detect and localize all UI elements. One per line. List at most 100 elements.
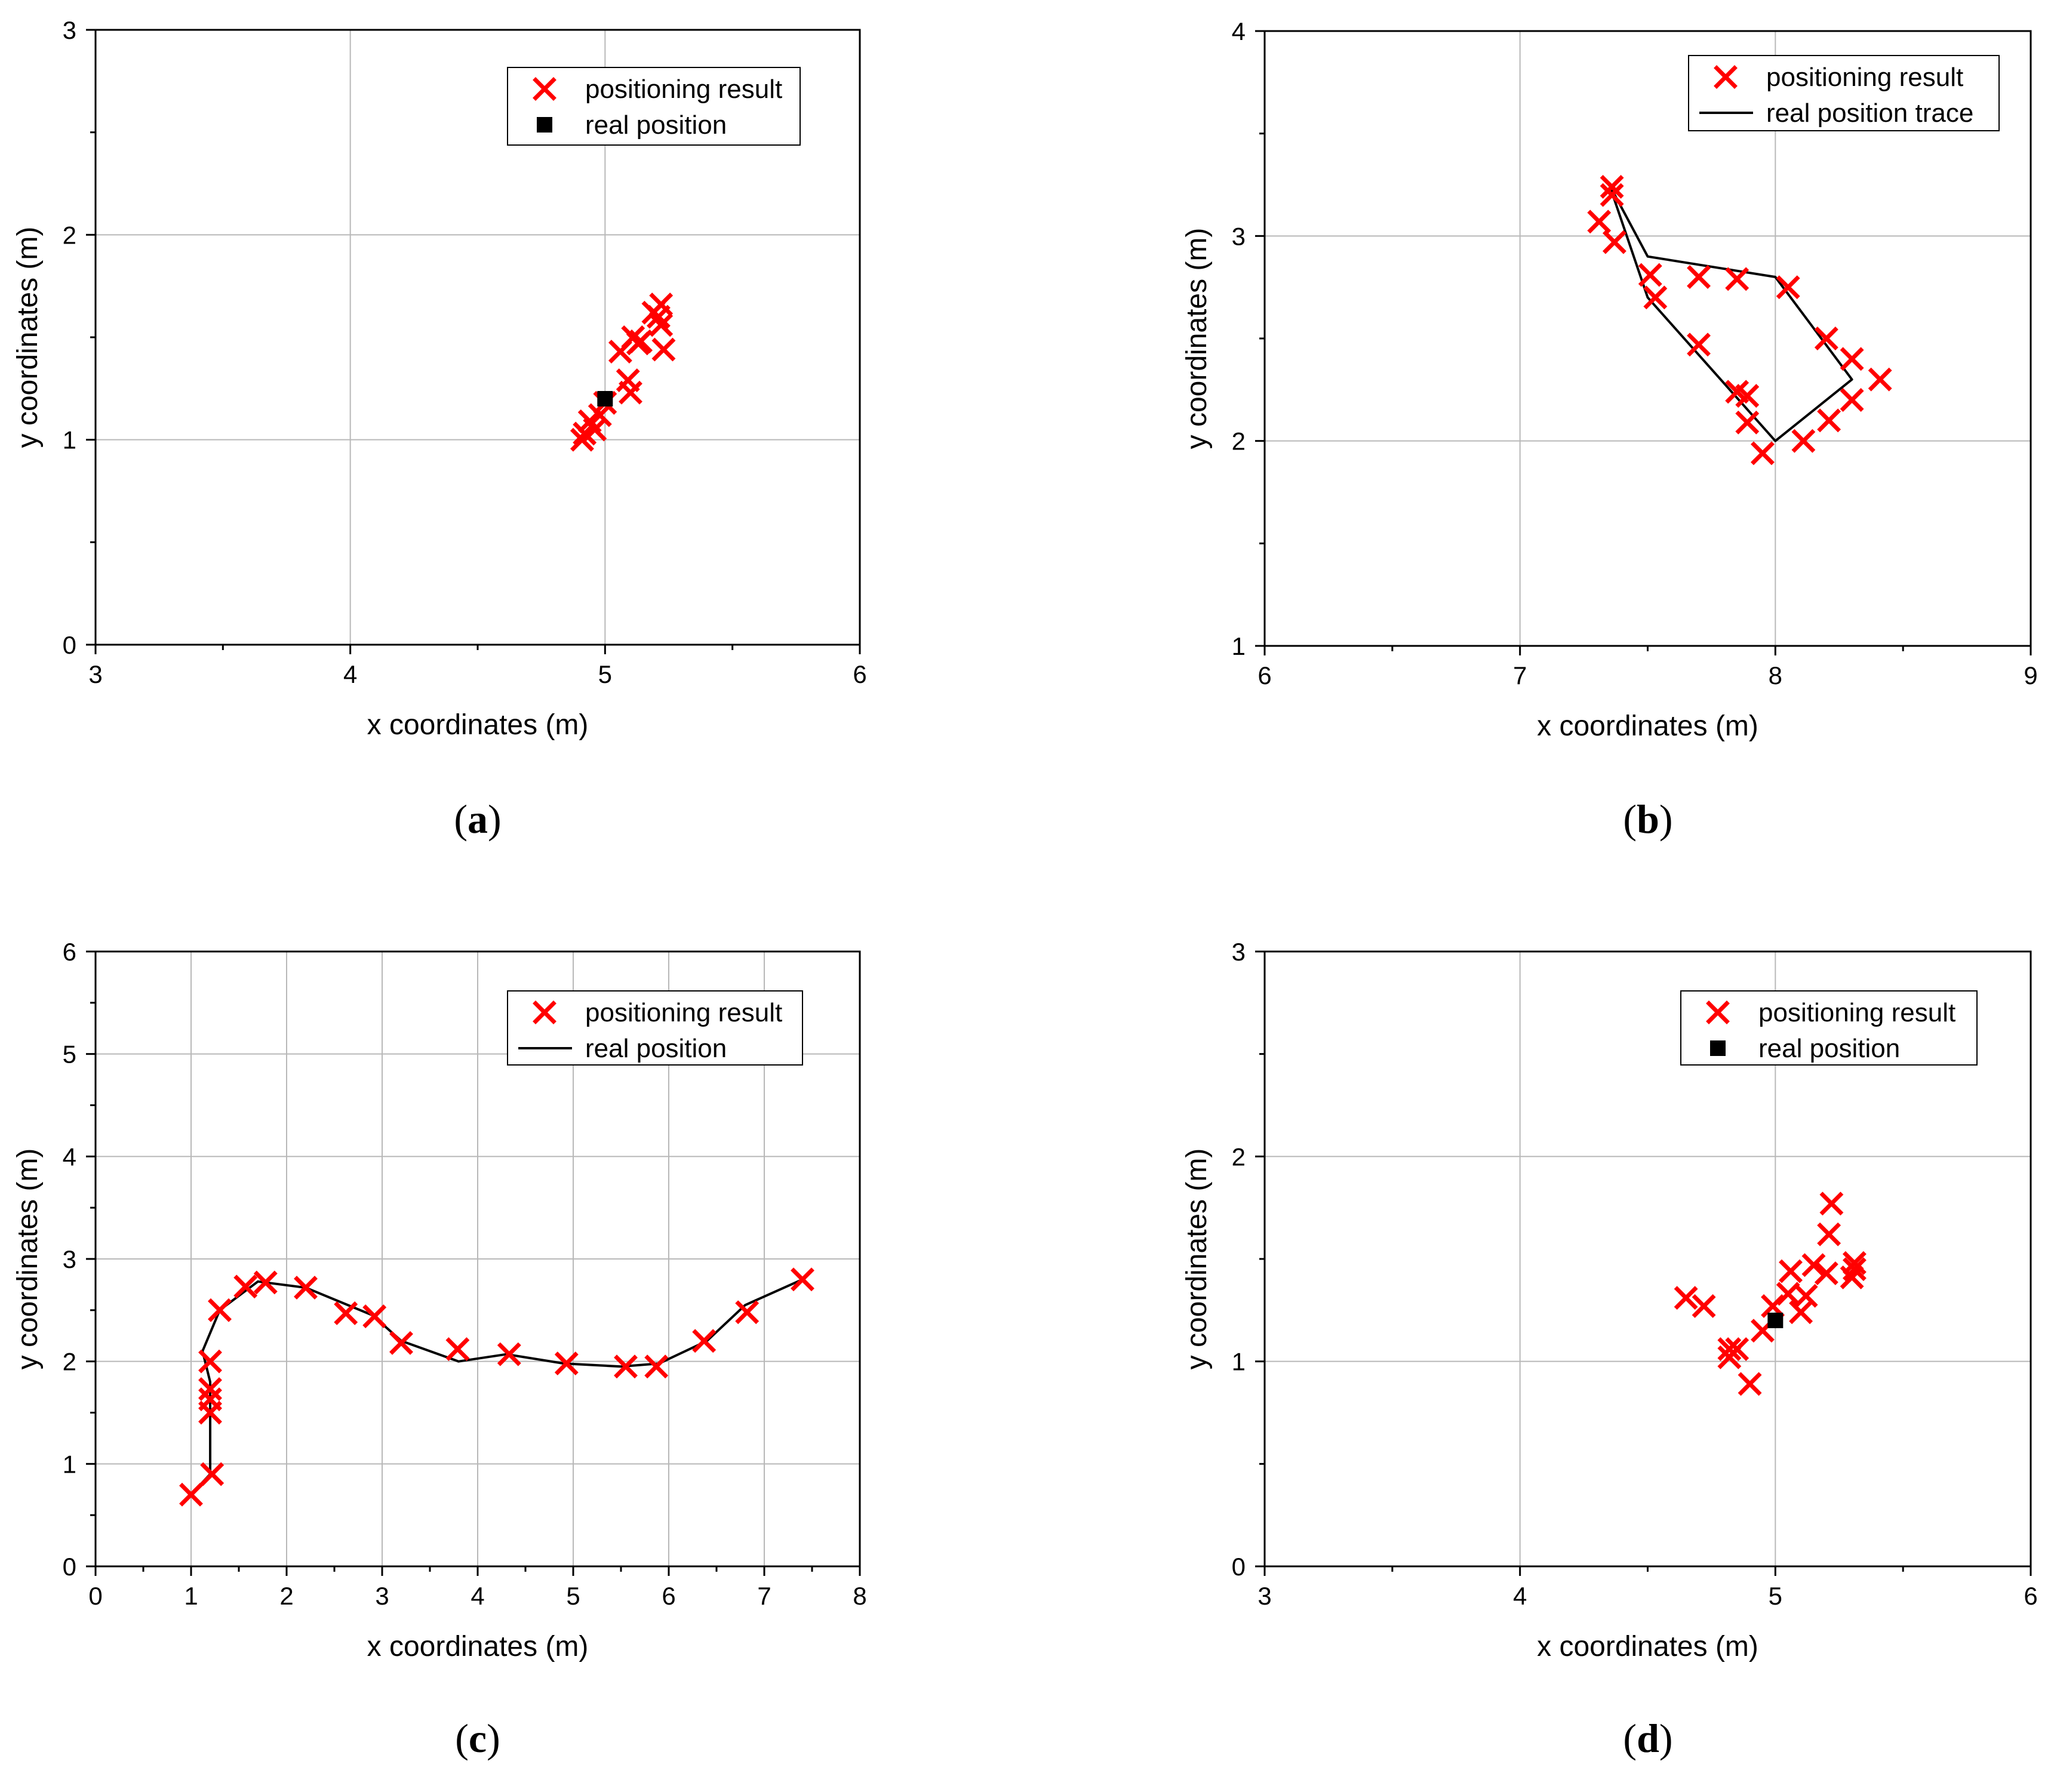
legend-marker-square bbox=[1710, 1040, 1726, 1056]
data-point-square-marker bbox=[597, 391, 613, 407]
data-point-x-marker bbox=[1674, 1286, 1698, 1310]
chart-panel-c: 0 1 2 3 4 5 6 7 8 0 1 2 3 4 5 6 x coordinates (m) y coord… bbox=[12, 938, 867, 1761]
x-tick-label: 6 bbox=[2024, 1582, 2037, 1610]
data-point-x-marker bbox=[253, 1270, 278, 1295]
legend-marker-x bbox=[533, 1000, 556, 1024]
y-tick-label: 2 bbox=[1232, 1143, 1246, 1171]
data-point-x-marker bbox=[179, 1482, 203, 1507]
data-point-x-marker bbox=[198, 1349, 222, 1374]
legend-label: positioning result bbox=[1766, 63, 1963, 92]
x-tick-label: 4 bbox=[343, 660, 357, 688]
x-tick-label: 3 bbox=[375, 1582, 389, 1610]
data-point-x-marker bbox=[651, 337, 676, 362]
panel-caption: (b) bbox=[1623, 796, 1672, 842]
data-point-x-marker bbox=[1738, 1372, 1762, 1396]
data-point-x-marker bbox=[1761, 1294, 1785, 1318]
data-point-x-marker bbox=[1779, 1259, 1803, 1283]
y-tick-label: 1 bbox=[1232, 1348, 1246, 1376]
y-tick-label: 4 bbox=[1232, 17, 1246, 45]
data-point-x-marker bbox=[1717, 1337, 1742, 1362]
legend-marker-square bbox=[537, 117, 552, 133]
data-point-x-marker bbox=[791, 1267, 814, 1292]
x-tick-label: 1 bbox=[184, 1582, 198, 1610]
y-tick-label: 1 bbox=[63, 426, 76, 454]
data-point-x-marker bbox=[554, 1351, 579, 1376]
data-point-x-marker bbox=[1791, 429, 1816, 453]
x-tick-label: 5 bbox=[598, 660, 612, 688]
data-point-x-marker bbox=[629, 329, 653, 353]
x-tick-label: 3 bbox=[1257, 1582, 1271, 1610]
y-tick-label: 3 bbox=[63, 1245, 76, 1273]
data-point-x-marker bbox=[1817, 1222, 1841, 1246]
data-point-x-marker bbox=[233, 1274, 258, 1299]
y-axis-label: y coordinates (m) bbox=[12, 1149, 44, 1370]
panel-caption: (a) bbox=[454, 796, 501, 842]
panel-caption-letter: c bbox=[469, 1716, 487, 1761]
x-tick-label: 6 bbox=[853, 660, 866, 688]
data-point-x-marker bbox=[1776, 1282, 1800, 1306]
x-tick-label: 8 bbox=[1769, 661, 1782, 689]
data-point-x-marker bbox=[1868, 367, 1892, 392]
data-point-x-marker bbox=[735, 1300, 760, 1325]
data-point-x-marker bbox=[1725, 267, 1749, 291]
legend-marker-x bbox=[533, 77, 556, 101]
chart-panel-a: 3 4 5 6 0 1 2 3 x coordinates (m) y coordinates (… bbox=[12, 16, 867, 842]
x-axis-label: x coordinates (m) bbox=[367, 1631, 589, 1662]
data-point-x-marker bbox=[1817, 408, 1841, 433]
panel-caption-letter: a bbox=[468, 796, 488, 842]
legend-box bbox=[1680, 990, 1978, 1066]
x-tick-label: 6 bbox=[662, 1582, 675, 1610]
data-point-x-marker bbox=[1751, 441, 1775, 466]
data-point-x-marker bbox=[1735, 384, 1760, 408]
data-point-x-marker bbox=[1735, 410, 1760, 435]
legend-label: real position bbox=[585, 1034, 727, 1063]
data-point-x-marker bbox=[294, 1276, 318, 1300]
legend: positioning result real position trace bbox=[1688, 55, 2000, 131]
x-tick-label: 7 bbox=[1513, 661, 1527, 689]
x-axis-label: x coordinates (m) bbox=[1537, 710, 1758, 742]
data-point-x-marker bbox=[445, 1337, 470, 1362]
data-point-x-marker bbox=[1794, 1283, 1818, 1308]
x-tick-label: 7 bbox=[757, 1582, 771, 1610]
legend-label: real position bbox=[585, 110, 727, 140]
data-point-x-marker bbox=[1687, 332, 1711, 357]
y-tick-label: 3 bbox=[1232, 222, 1246, 250]
legend-marker-x bbox=[1714, 65, 1738, 89]
legend-box bbox=[507, 990, 803, 1066]
data-point-x-marker bbox=[200, 1462, 225, 1486]
chart-panel-d: 3 4 5 6 0 1 2 3 x coordinates (m) y coordinates (… bbox=[1181, 938, 2038, 1761]
y-tick-label: 2 bbox=[1232, 427, 1246, 455]
y-axis-label: y coordinates (m) bbox=[1181, 1149, 1213, 1370]
data-point-x-marker bbox=[389, 1331, 413, 1355]
data-point-x-marker bbox=[1587, 210, 1612, 234]
data-point-x-marker bbox=[649, 313, 674, 337]
y-tick-label: 3 bbox=[1232, 938, 1246, 966]
data-point-x-marker bbox=[1840, 388, 1864, 412]
legend-label: real position trace bbox=[1766, 98, 1973, 128]
data-point-x-marker bbox=[1776, 275, 1800, 300]
data-point-x-marker bbox=[588, 403, 612, 427]
data-point-x-marker bbox=[1643, 285, 1668, 310]
panel-caption: (d) bbox=[1623, 1716, 1672, 1761]
y-tick-label: 0 bbox=[63, 1553, 76, 1581]
data-point-x-marker bbox=[644, 1354, 669, 1379]
data-point-x-marker bbox=[1842, 1251, 1867, 1275]
legend-marker-x bbox=[1706, 1000, 1730, 1024]
data-point-x-marker bbox=[1638, 263, 1662, 287]
data-point-x-marker bbox=[1789, 1300, 1813, 1325]
y-axis-label: y coordinates (m) bbox=[12, 227, 44, 448]
legend: positioning result real position bbox=[507, 990, 803, 1066]
x-tick-label: 0 bbox=[88, 1582, 102, 1610]
data-point-x-marker bbox=[1687, 265, 1711, 289]
y-tick-label: 2 bbox=[63, 221, 76, 249]
x-tick-label: 5 bbox=[566, 1582, 580, 1610]
chart-panel-b: 6 7 8 9 1 2 3 4 x coordinates (m) y coordinates (… bbox=[1181, 17, 2038, 842]
y-tick-label: 0 bbox=[1232, 1553, 1246, 1581]
x-tick-label: 4 bbox=[1513, 1582, 1527, 1610]
x-tick-label: 4 bbox=[471, 1582, 484, 1610]
y-tick-label: 1 bbox=[63, 1450, 76, 1478]
data-point-x-marker bbox=[497, 1342, 521, 1366]
data-point-x-marker bbox=[649, 292, 674, 317]
x-axis-label: x coordinates (m) bbox=[367, 709, 589, 741]
